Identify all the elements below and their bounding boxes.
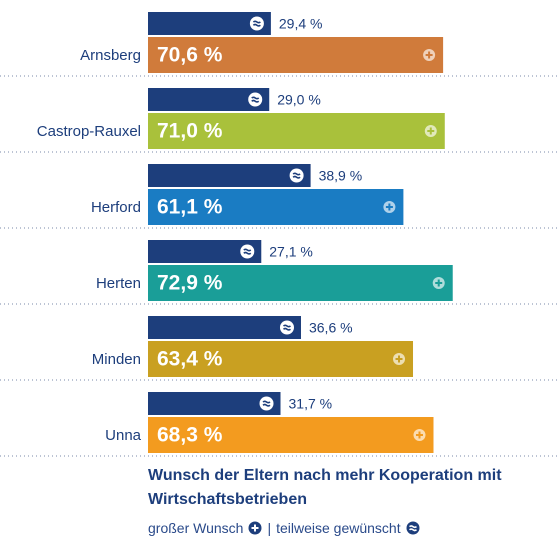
bar-icon <box>262 400 271 407</box>
category-label: Unna <box>105 427 142 444</box>
bar <box>148 88 270 111</box>
bar-icon <box>259 396 274 411</box>
value-label: 38,9 % <box>319 168 363 184</box>
value-label: 36,6 % <box>309 320 353 336</box>
bar-icon <box>249 16 264 31</box>
bar <box>148 113 445 149</box>
value-label: 63,4 % <box>157 348 223 371</box>
legend-label: großer Wunsch <box>148 520 244 536</box>
bar <box>148 417 434 453</box>
bar <box>148 392 281 415</box>
bar <box>148 189 404 225</box>
bar <box>148 341 414 377</box>
bar-icon <box>415 431 423 439</box>
bar-icon <box>252 20 261 27</box>
bar-icon <box>289 168 304 183</box>
bar-icon <box>385 203 393 211</box>
value-label: 71,0 % <box>157 120 223 143</box>
value-label: 27,1 % <box>269 244 313 260</box>
bar-icon <box>248 92 263 107</box>
value-label: 29,0 % <box>277 92 321 108</box>
bar-icon <box>435 279 443 287</box>
value-label: 61,1 % <box>157 196 223 219</box>
bar-icon <box>292 172 301 179</box>
bar-icon <box>395 355 403 363</box>
value-label: 72,9 % <box>157 272 223 295</box>
category-label: Arnsberg <box>80 47 141 64</box>
value-label: 70,6 % <box>157 44 223 67</box>
legend: großer Wunsch | teilweise gewünscht <box>148 520 420 536</box>
bar-icon <box>425 51 433 59</box>
legend-icon <box>248 521 262 535</box>
bar-icon <box>243 248 252 255</box>
bar <box>148 316 301 339</box>
category-label: Herten <box>96 275 141 292</box>
chart: 29,4 % 70,6 % Arnsberg 29,0 % 71,0 % Castrop-… <box>0 12 558 457</box>
value-label: 31,7 % <box>289 396 333 412</box>
legend-icon <box>406 521 420 535</box>
category-label: Castrop-Rauxel <box>37 123 141 140</box>
chart-title: Wunsch der Eltern nach mehr Kooperation … <box>148 467 502 508</box>
bar <box>148 37 444 73</box>
bar-icon <box>282 324 291 331</box>
legend-label: teilweise gewünscht <box>276 520 401 536</box>
value-label: 29,4 % <box>279 16 323 32</box>
bar <box>148 265 453 301</box>
bar-icon <box>251 96 260 103</box>
bar-icon <box>240 244 255 259</box>
bar <box>148 12 271 35</box>
bar <box>148 240 262 263</box>
category-label: Minden <box>92 351 141 368</box>
value-label: 68,3 % <box>157 424 223 447</box>
bar-icon <box>279 320 294 335</box>
bar <box>148 164 311 187</box>
bar-icon <box>427 127 435 135</box>
legend-separator: | <box>267 520 272 536</box>
category-label: Herford <box>91 199 141 216</box>
